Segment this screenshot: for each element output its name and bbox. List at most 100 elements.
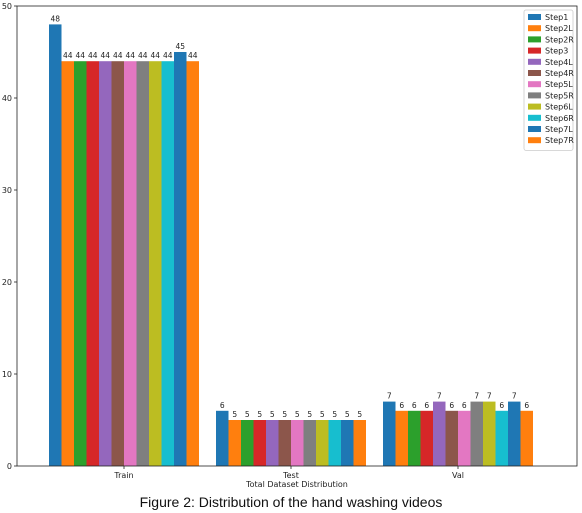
bar-value-label: 44 bbox=[88, 51, 98, 60]
legend-swatch-step4r bbox=[528, 70, 541, 76]
x-tick-label: Test bbox=[282, 471, 299, 480]
bar-step1-val bbox=[383, 401, 396, 466]
bar-step4r-val bbox=[445, 410, 458, 466]
legend-label-step3: Step3 bbox=[545, 47, 568, 56]
bar-value-label: 5 bbox=[357, 410, 362, 419]
bar-value-label: 7 bbox=[437, 392, 442, 401]
bar-step2l-train bbox=[61, 61, 74, 466]
bar-step4l-train bbox=[99, 61, 112, 466]
bar-value-label: 5 bbox=[320, 410, 325, 419]
bar-step4r-test bbox=[278, 420, 291, 466]
bar-step4l-val bbox=[433, 401, 446, 466]
y-tick-label: 40 bbox=[2, 94, 12, 103]
y-tick-label: 50 bbox=[2, 2, 12, 11]
legend-label-step2r: Step2R bbox=[545, 35, 574, 44]
legend-swatch-step5l bbox=[528, 81, 541, 88]
bar-step6l-val bbox=[483, 401, 496, 466]
bar-step6r-val bbox=[495, 410, 508, 466]
y-tick-label: 30 bbox=[2, 186, 12, 195]
bar-value-label: 6 bbox=[499, 401, 504, 410]
bar-step4l-test bbox=[266, 420, 279, 466]
legend-label-step7r: Step7R bbox=[545, 136, 574, 145]
bar-step6r-test bbox=[328, 420, 341, 466]
bar-step7r-train bbox=[186, 61, 199, 466]
bar-value-label: 6 bbox=[424, 401, 429, 410]
bar-value-label: 6 bbox=[220, 401, 225, 410]
bar-step5l-test bbox=[291, 420, 304, 466]
bar-value-label: 5 bbox=[295, 410, 300, 419]
bar-step7r-test bbox=[353, 420, 366, 466]
legend-swatch-step6r bbox=[528, 114, 541, 121]
bar-value-label: 5 bbox=[257, 410, 262, 419]
bar-step1-test bbox=[216, 410, 229, 466]
bar-value-label: 44 bbox=[75, 51, 85, 60]
bars-layer bbox=[49, 24, 533, 467]
y-tick-label: 0 bbox=[7, 462, 12, 471]
y-tick-label: 10 bbox=[2, 370, 12, 379]
bar-value-label: 5 bbox=[232, 410, 237, 419]
bar-value-label: 7 bbox=[487, 392, 492, 401]
bar-value-label: 44 bbox=[188, 51, 198, 60]
bar-step3-val bbox=[420, 410, 433, 466]
bar-step2r-val bbox=[408, 410, 421, 466]
bar-step6l-test bbox=[316, 420, 329, 466]
bar-value-label: 45 bbox=[175, 42, 185, 51]
bar-value-label: 5 bbox=[332, 410, 337, 419]
legend-swatch-step4l bbox=[528, 58, 541, 65]
legend-label-step4r: Step4R bbox=[545, 69, 574, 78]
bar-value-label: 5 bbox=[245, 410, 250, 419]
bar-step2l-test bbox=[228, 420, 241, 466]
bar-step3-train bbox=[86, 61, 99, 466]
legend-label-step6r: Step6R bbox=[545, 114, 574, 123]
bar-value-label: 6 bbox=[449, 401, 454, 410]
bar-step6l-train bbox=[149, 61, 162, 466]
bar-step2r-train bbox=[74, 61, 87, 466]
legend-label-step5r: Step5R bbox=[545, 91, 574, 100]
bar-step5l-train bbox=[124, 61, 137, 466]
bar-value-label: 7 bbox=[387, 392, 392, 401]
bar-value-label: 44 bbox=[63, 51, 73, 60]
bar-value-label: 44 bbox=[125, 51, 135, 60]
legend-label-step5l: Step5L bbox=[545, 80, 573, 89]
bar-step1-train bbox=[49, 24, 62, 467]
bar-value-label: 6 bbox=[462, 401, 467, 410]
legend-label-step7l: Step7L bbox=[545, 125, 573, 134]
bar-value-label: 6 bbox=[412, 401, 417, 410]
legend-label-step1: Step1 bbox=[545, 13, 568, 22]
legend-swatch-step1 bbox=[528, 14, 541, 20]
bar-value-label: 5 bbox=[270, 410, 275, 419]
legend-swatch-step7l bbox=[528, 126, 541, 132]
bar-value-label: 6 bbox=[524, 401, 529, 410]
y-tick-label: 20 bbox=[2, 278, 12, 287]
legend-swatch-step2l bbox=[528, 25, 541, 32]
legend-label-step2l: Step2L bbox=[545, 24, 573, 33]
figure-caption: Figure 2: Distribution of the hand washi… bbox=[139, 494, 443, 510]
x-tick-label: Train bbox=[113, 471, 133, 480]
bar-step7l-test bbox=[341, 420, 354, 466]
axes-layer: 0 10 20 30 40 50 Train Test Val bbox=[2, 2, 464, 480]
x-tick-label: Val bbox=[452, 471, 464, 480]
bar-step5r-val bbox=[470, 401, 483, 466]
bar-value-label: 44 bbox=[113, 51, 123, 60]
bar-step3-test bbox=[253, 420, 266, 466]
legend: Step1 Step2L Step2R Step3 Step4L Step4R Step5L… bbox=[523, 9, 574, 151]
bar-value-label: 44 bbox=[163, 51, 173, 60]
bar-step5l-val bbox=[458, 410, 471, 466]
bar-value-label: 5 bbox=[345, 410, 350, 419]
legend-swatch-step6l bbox=[528, 103, 541, 110]
legend-swatch-step3 bbox=[528, 47, 541, 54]
bar-value-label: 7 bbox=[512, 392, 517, 401]
legend-swatch-step5r bbox=[528, 92, 541, 99]
x-axis-title: Total Dataset Distribution bbox=[245, 480, 348, 489]
bar-value-label: 5 bbox=[282, 410, 287, 419]
bar-step7l-train bbox=[174, 52, 187, 466]
bar-step2l-val bbox=[395, 410, 408, 466]
legend-swatch-step7r bbox=[528, 137, 541, 144]
legend-label-step4l: Step4L bbox=[545, 58, 573, 67]
bar-value-label: 44 bbox=[138, 51, 148, 60]
bar-value-label: 6 bbox=[399, 401, 404, 410]
bar-step7l-val bbox=[508, 401, 521, 466]
bar-value-label: 44 bbox=[100, 51, 110, 60]
plot-frame bbox=[16, 5, 578, 467]
